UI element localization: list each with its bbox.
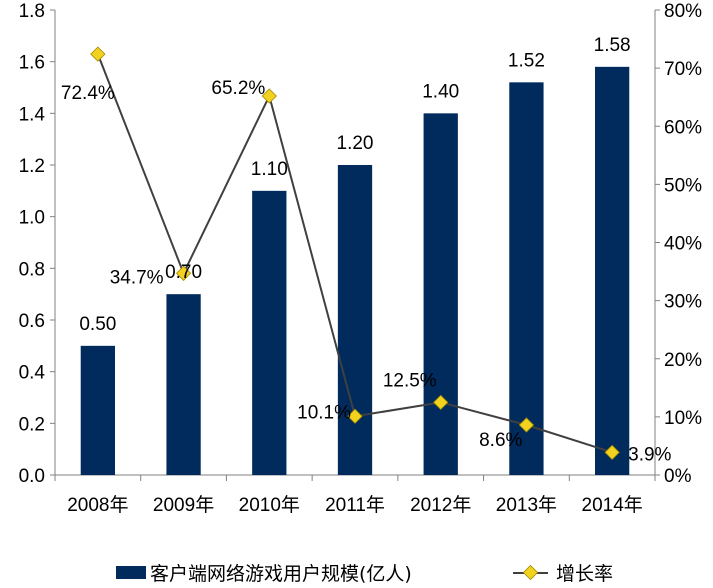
x-tick-label: 2012年 bbox=[410, 494, 471, 516]
bar-value-label: 0.50 bbox=[79, 314, 116, 335]
x-tick-label: 2009年 bbox=[153, 494, 214, 516]
y-left-tick-label: 0.8 bbox=[19, 259, 45, 280]
growth-rate-marker bbox=[261, 88, 277, 104]
growth-rate-label: 12.5% bbox=[383, 370, 437, 391]
bar bbox=[595, 66, 630, 475]
x-tick-label: 2011年 bbox=[325, 494, 385, 516]
bar bbox=[509, 82, 544, 475]
growth-rate-label: 8.6% bbox=[479, 430, 522, 451]
data-labels: 0.50 0.70 1.10 1.20 1.40 1.52 1.58 72.4% 34.7% 65… bbox=[61, 35, 672, 465]
y-right-tick-label: 60% bbox=[664, 117, 702, 138]
bar-value-label: 1.10 bbox=[251, 159, 288, 180]
growth-rate-marker bbox=[175, 265, 192, 281]
y-left-tick-label: 1.0 bbox=[19, 208, 45, 229]
legend-label-line: 增长率 bbox=[556, 563, 613, 585]
growth-rate-marker bbox=[518, 417, 535, 433]
growth-rate-marker bbox=[604, 444, 620, 460]
y-right-tick-label: 20% bbox=[664, 350, 702, 371]
y-left-tick-label: 1.4 bbox=[19, 104, 46, 125]
y-left-tick-label: 0.0 bbox=[19, 466, 45, 487]
bar-value-label: 0.70 bbox=[165, 262, 202, 283]
legend-label-bar: 客户端网络游戏用户规模(亿人) bbox=[150, 563, 412, 585]
growth-rate-marker bbox=[347, 408, 363, 424]
y-right-tick-label: 10% bbox=[664, 408, 702, 429]
y-right-tick-label: 50% bbox=[664, 175, 702, 196]
x-tick-label: 2014年 bbox=[582, 494, 643, 516]
y-right-tick-label: 70% bbox=[664, 59, 702, 80]
y-right-tick-label: 0% bbox=[664, 466, 692, 487]
y-right-tick-label: 40% bbox=[664, 234, 702, 255]
y-left-tick-label: 1.8 bbox=[19, 1, 45, 22]
x-tick-label: 2010年 bbox=[239, 494, 300, 516]
legend: 客户端网络游戏用户规模(亿人) 增长率 bbox=[116, 563, 613, 585]
growth-rate-marker bbox=[90, 46, 106, 62]
bar-value-label: 1.20 bbox=[337, 133, 374, 154]
bar-value-label: 1.58 bbox=[594, 35, 631, 56]
growth-rate-label: 3.9% bbox=[628, 444, 671, 465]
bar bbox=[423, 113, 458, 475]
axes: 0.0 0.2 0.4 0.6 0.8 1.0 1.2 1.4 1.6 1.8 0% 10% 20% 30… bbox=[19, 1, 703, 516]
bar bbox=[337, 165, 373, 475]
bar bbox=[166, 294, 201, 475]
bar-value-label: 1.52 bbox=[508, 50, 545, 71]
x-tick-label: 2008年 bbox=[67, 494, 128, 516]
growth-rate-label: 65.2% bbox=[211, 78, 265, 99]
legend-swatch-marker bbox=[522, 564, 539, 581]
y-left-tick-label: 0.6 bbox=[19, 311, 45, 332]
growth-rate-label: 72.4% bbox=[61, 83, 115, 104]
x-tick-label: 2013年 bbox=[496, 494, 557, 516]
bar-value-label: 1.40 bbox=[422, 81, 459, 102]
growth-rate-marker bbox=[433, 394, 449, 410]
y-left-tick-label: 1.2 bbox=[19, 156, 45, 177]
bar bbox=[80, 345, 115, 475]
y-left-tick-label: 1.6 bbox=[19, 53, 45, 74]
growth-rate-label: 34.7% bbox=[110, 267, 164, 288]
y-right-tick-label: 80% bbox=[664, 1, 702, 22]
growth-rate-label: 10.1% bbox=[297, 402, 351, 423]
legend-swatch-bar bbox=[116, 566, 146, 579]
y-right-tick-label: 30% bbox=[664, 292, 702, 313]
y-left-tick-label: 0.4 bbox=[19, 363, 46, 384]
line-series bbox=[90, 46, 620, 460]
bar bbox=[252, 190, 287, 476]
y-left-tick-label: 0.2 bbox=[19, 414, 45, 435]
